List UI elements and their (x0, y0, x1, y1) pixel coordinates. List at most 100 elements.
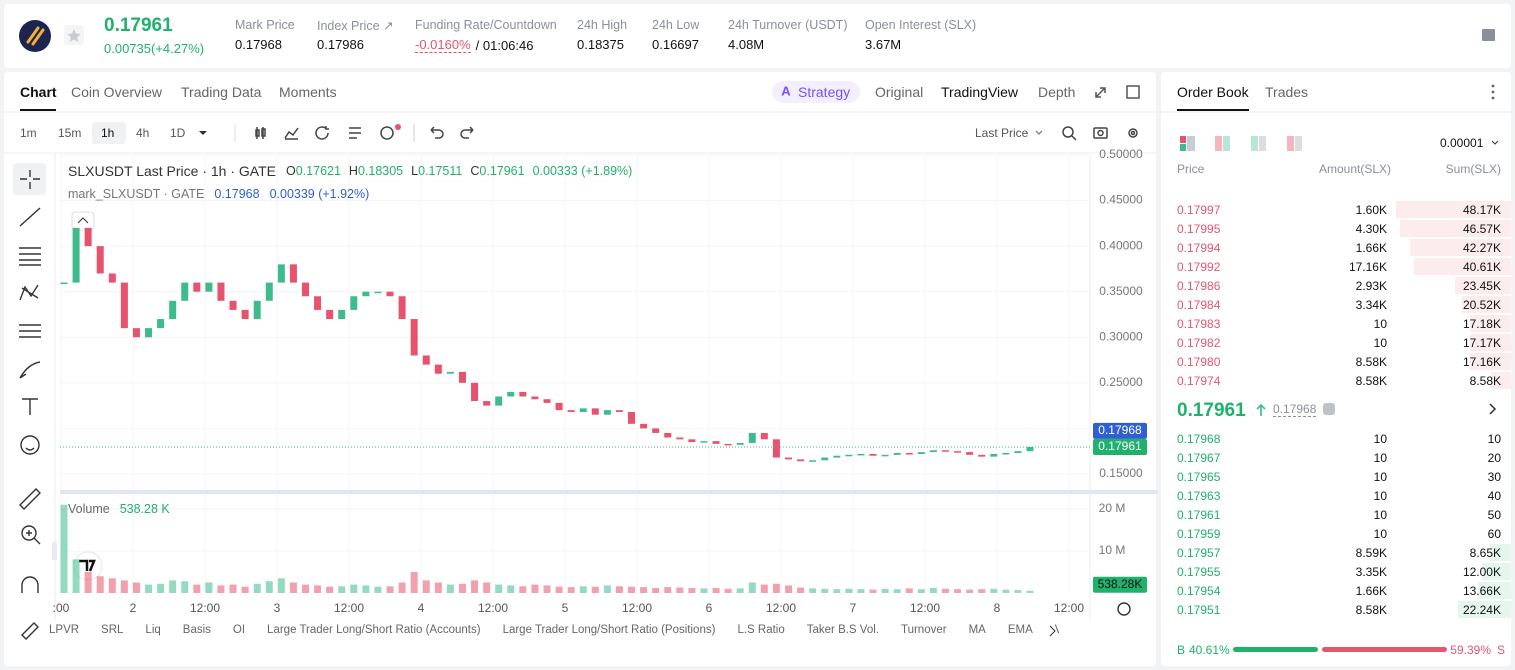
candle (905, 453, 913, 455)
volume-bar (881, 588, 889, 593)
chevron-icon (77, 217, 89, 224)
book-price[interactable]: 0.17961 (1177, 508, 1221, 522)
indicator-button[interactable]: Turnover (900, 624, 947, 636)
indicator-button[interactable]: L.S Ratio (737, 624, 785, 636)
volume-bar (374, 586, 382, 593)
volume-bar (712, 587, 720, 593)
strategy-pill[interactable] (772, 81, 860, 103)
indicator-button[interactable]: Large Trader Long/Short Ratio (Positions… (502, 624, 716, 636)
view-tab[interactable]: TradingView (941, 84, 1019, 100)
book-price[interactable]: 0.17994 (1177, 241, 1221, 255)
precision-select[interactable]: 0.00001 (1440, 136, 1484, 150)
book-tab[interactable]: Order Book (1177, 84, 1249, 100)
candle (193, 282, 201, 292)
book-price[interactable]: 0.17955 (1177, 565, 1221, 579)
book-price[interactable]: 0.17995 (1177, 222, 1221, 236)
view-tab[interactable]: Depth (1038, 84, 1076, 100)
candle (845, 454, 853, 457)
book-price[interactable]: 0.17954 (1177, 584, 1221, 598)
book-amount: 10 (1373, 470, 1387, 484)
book-price[interactable]: 0.17997 (1177, 203, 1221, 217)
book-price[interactable]: 0.17984 (1177, 298, 1221, 312)
candle (724, 443, 732, 446)
book-price[interactable]: 0.17959 (1177, 527, 1221, 541)
last-price-box (1093, 438, 1147, 455)
volume-bar (797, 587, 805, 593)
info-icon[interactable] (1323, 403, 1335, 415)
view-tab[interactable]: Original (875, 84, 924, 100)
book-amount: 2.93K (1355, 279, 1387, 293)
interval-button[interactable]: 1D (170, 126, 186, 140)
volume-bar (410, 571, 418, 593)
collapse-button[interactable] (71, 211, 95, 231)
book-layout-icons[interactable] (1180, 136, 1302, 151)
book-price[interactable]: 0.17983 (1177, 317, 1221, 331)
indicator-button[interactable]: SRL (101, 624, 124, 636)
caret-icon[interactable] (1491, 140, 1499, 145)
indicator-button[interactable]: EMA (1007, 624, 1033, 636)
chart-tab[interactable]: Coin Overview (71, 84, 163, 100)
interval-active (92, 122, 126, 144)
book-price[interactable]: 0.17967 (1177, 451, 1221, 465)
more-icon (1491, 96, 1495, 100)
depth-bar (1470, 315, 1511, 332)
view-tab[interactable]: Strategy (798, 84, 851, 100)
chart-tab[interactable]: Chart (20, 84, 57, 100)
candle (809, 460, 817, 462)
book-price[interactable]: 0.17951 (1177, 603, 1221, 617)
book-price[interactable]: 0.17992 (1177, 260, 1221, 274)
interval-button[interactable]: 15m (58, 126, 82, 140)
collapse-handle[interactable] (52, 542, 57, 560)
book-tab[interactable]: Trades (1265, 84, 1309, 100)
indicator-button[interactable]: OI (232, 624, 246, 636)
volume-bar (603, 585, 611, 593)
drawing-tools[interactable] (13, 163, 46, 640)
candle (277, 264, 285, 283)
book-sum: 20.52K (1462, 298, 1501, 312)
candle (181, 282, 189, 301)
volume-bar (253, 583, 261, 593)
fullscreen-icon[interactable] (1095, 87, 1106, 98)
mark-legend-change: 0.00339 (+1.92%) (269, 187, 370, 201)
indicator-button[interactable]: Volume (1054, 624, 1059, 636)
chart-tab[interactable]: Trading Data (181, 84, 262, 100)
book-price[interactable]: 0.17982 (1177, 336, 1221, 350)
book-price[interactable]: 0.17974 (1177, 374, 1221, 388)
layout-icon[interactable] (1482, 29, 1495, 41)
interval-button[interactable]: 1h (101, 126, 115, 140)
book-price[interactable]: 0.17968 (1177, 432, 1221, 446)
book-price[interactable]: 0.17965 (1177, 470, 1221, 484)
candle (265, 282, 273, 301)
book-price[interactable]: 0.17986 (1177, 279, 1221, 293)
book-price[interactable]: 0.17963 (1177, 489, 1221, 503)
book-price[interactable]: 0.17957 (1177, 546, 1221, 560)
chart-tab[interactable]: Moments (279, 84, 337, 100)
indicator-button[interactable]: Taker B.S Vol. (806, 624, 879, 636)
book-price[interactable]: 0.17980 (1177, 355, 1221, 369)
chevron-icon[interactable] (1489, 403, 1497, 415)
book-amount: 8.59K (1355, 546, 1387, 560)
candle (917, 452, 925, 454)
volume-legend: Volume (68, 502, 110, 516)
mark-price-box (1093, 422, 1147, 439)
volume-bar (96, 576, 104, 593)
indicator-button[interactable]: Large Trader Long/Short Ratio (Accounts) (267, 624, 481, 636)
interval-button[interactable]: 1m (20, 126, 37, 140)
volume-bar (132, 582, 140, 593)
price-source[interactable]: Last Price (975, 126, 1029, 140)
indicator-button[interactable]: Liq (145, 624, 161, 636)
volume-bar (314, 585, 322, 593)
indicator-button[interactable]: MA (968, 624, 986, 636)
interval-button[interactable]: 4h (136, 126, 150, 140)
more-icon[interactable] (1491, 84, 1495, 88)
settings-icon[interactable] (1117, 602, 1131, 616)
candle (941, 450, 949, 452)
caret-icon[interactable] (199, 131, 207, 135)
indicator-button[interactable]: LPVR (49, 624, 80, 636)
scroll-icon[interactable] (1049, 625, 1056, 637)
toolbar-icons[interactable] (255, 124, 1138, 142)
volume-bar (108, 578, 116, 593)
stat-value: 0.17968 (235, 37, 282, 52)
window-icon[interactable] (1126, 85, 1140, 99)
indicator-button[interactable]: Basis (182, 624, 211, 636)
